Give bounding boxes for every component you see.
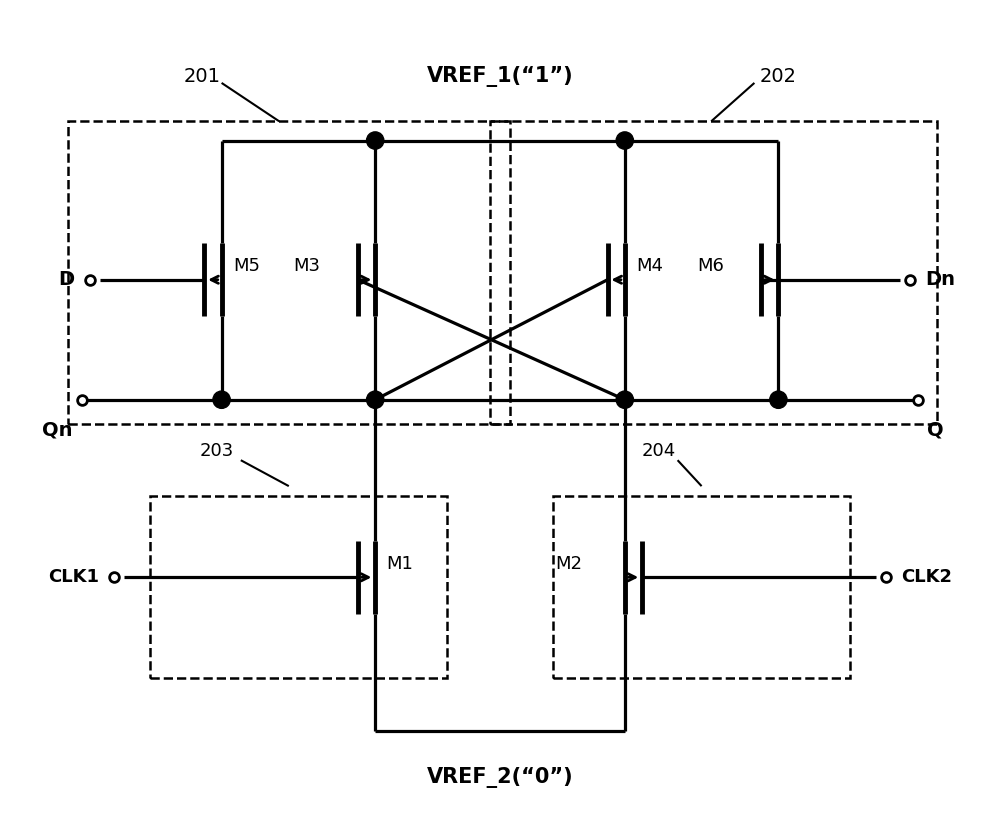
Circle shape (616, 132, 633, 149)
Text: 201: 201 (184, 67, 221, 86)
Text: VREF_2(“0”): VREF_2(“0”) (427, 766, 573, 787)
Text: CLK2: CLK2 (901, 568, 952, 586)
Text: Qn: Qn (42, 421, 73, 440)
Text: M4: M4 (636, 257, 663, 275)
Bar (150, 495, 447, 678)
Circle shape (213, 391, 230, 409)
Text: 203: 203 (200, 441, 234, 460)
Text: Q: Q (927, 421, 944, 440)
Text: M1: M1 (387, 555, 414, 572)
Text: M5: M5 (233, 257, 260, 275)
Circle shape (367, 132, 384, 149)
Text: 202: 202 (760, 67, 797, 86)
Text: Dn: Dn (925, 270, 955, 289)
Text: M2: M2 (556, 555, 583, 572)
Text: VREF_1(“1”): VREF_1(“1”) (427, 66, 573, 87)
Text: D: D (59, 270, 75, 289)
Text: 204: 204 (641, 441, 676, 460)
Bar (68, 121, 510, 424)
Text: M3: M3 (294, 257, 321, 275)
Bar (490, 121, 937, 424)
Text: M6: M6 (697, 257, 724, 275)
Circle shape (770, 391, 787, 409)
Circle shape (367, 391, 384, 409)
Text: CLK1: CLK1 (48, 568, 99, 586)
Circle shape (616, 391, 633, 409)
Bar (553, 495, 850, 678)
